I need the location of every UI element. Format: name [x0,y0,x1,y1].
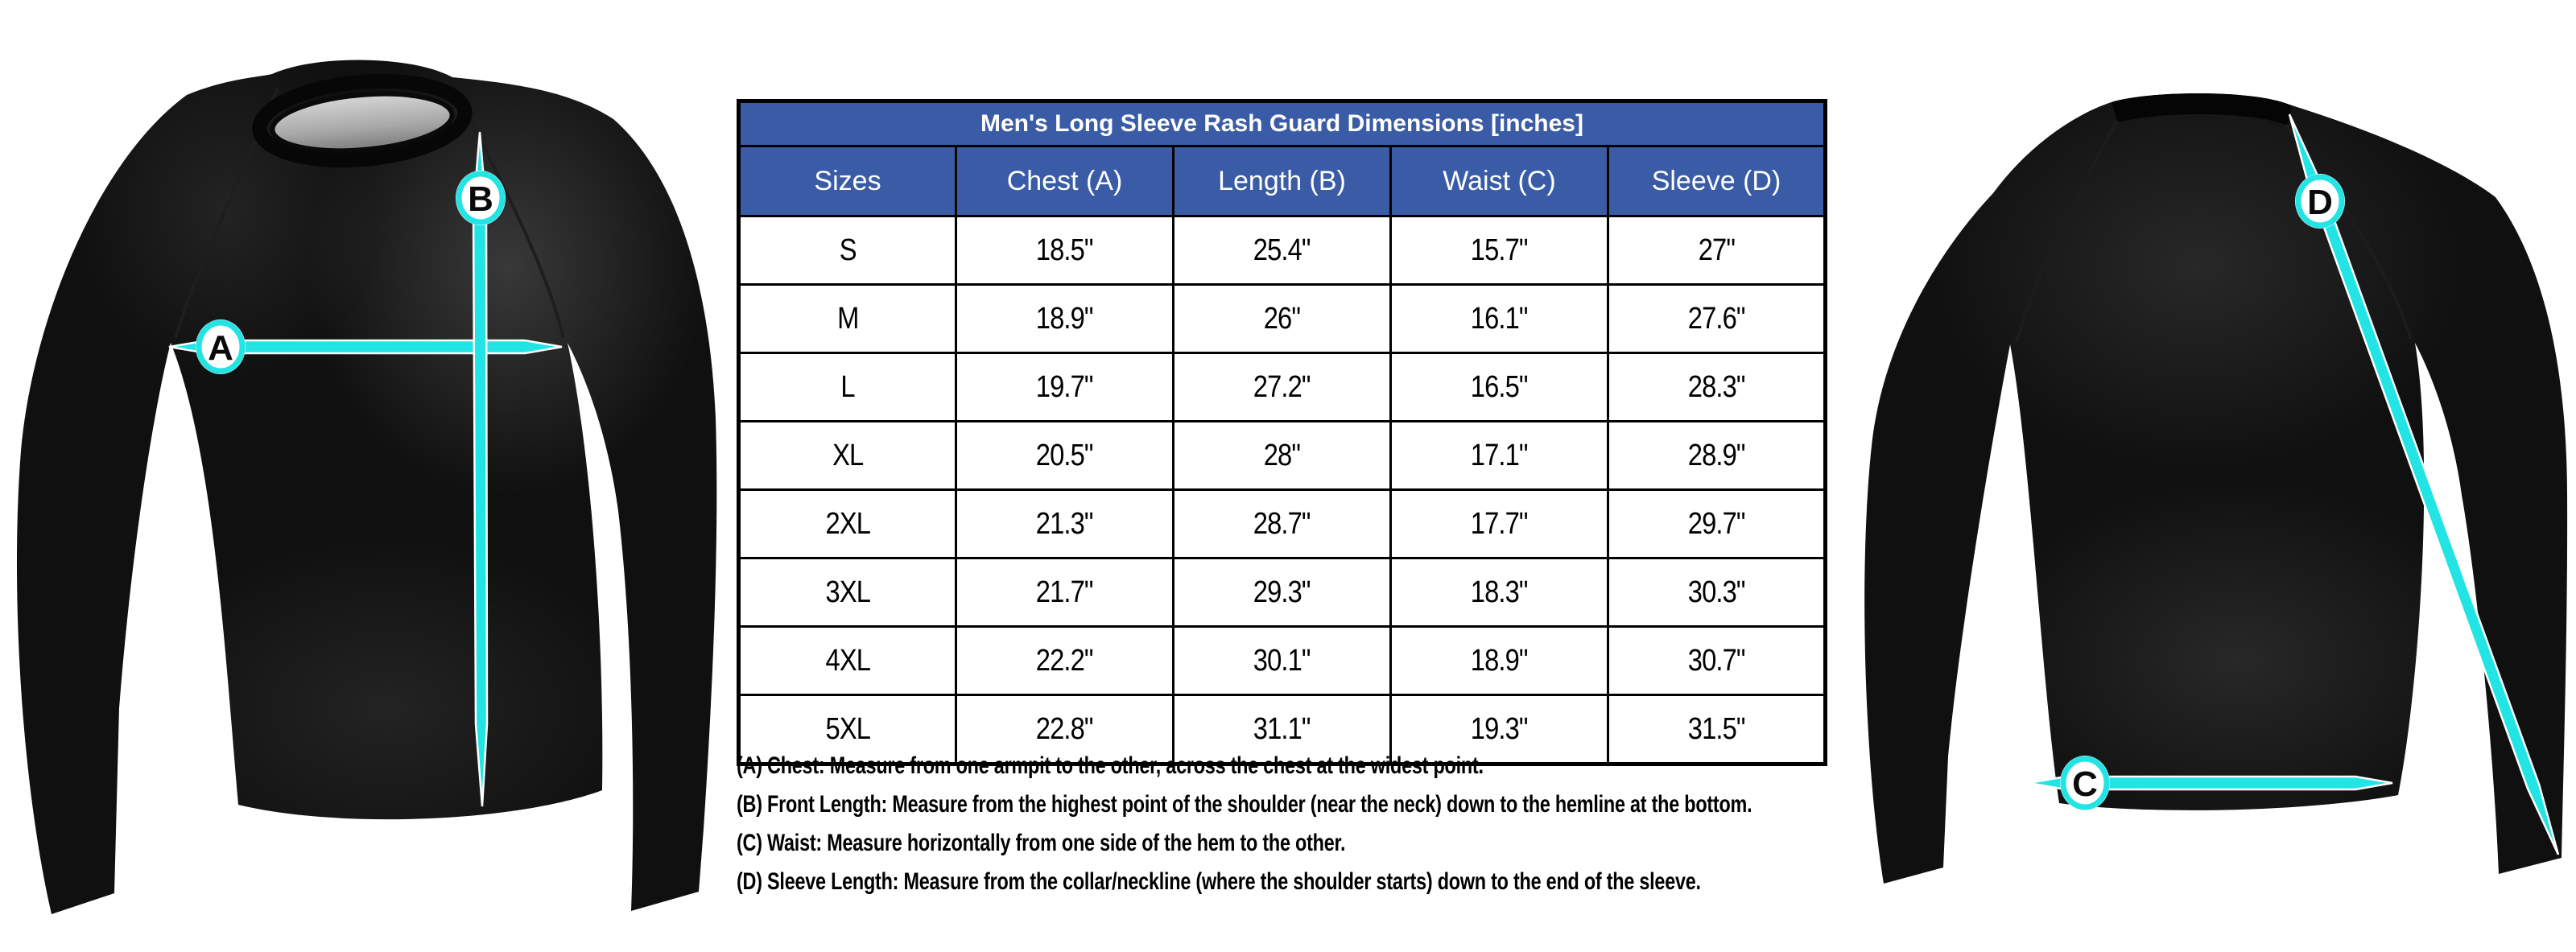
note-chest: (A) Chest: Measure from one armpit to th… [737,752,1484,779]
table-cell: 30.1" [1172,625,1392,696]
table-cell: 21.3" [955,488,1174,559]
size-cell: M [737,283,957,354]
table-cell: 28" [1172,420,1392,491]
table-cell: 18.5" [955,215,1174,286]
marker-waist: C [2060,756,2110,810]
table-cell: 25.4" [1172,215,1392,286]
table-title: Men's Long Sleeve Rash Guard Dimensions … [737,100,1827,147]
note-sleeve: (D) Sleeve Length: Measure from the coll… [737,868,1701,895]
size-cell: L [737,352,957,422]
collar-band [252,73,473,168]
table-row: 2XL 21.3" 28.7" 17.7" 29.7" [737,488,1827,559]
length-measure-line [472,131,489,807]
table-cell: 16.5" [1389,352,1609,422]
table-cell: 27" [1607,215,1827,286]
table-row: 5XL 22.8" 31.1" 19.3" 31.5" [737,694,1827,765]
size-cell: 5XL [737,694,957,765]
table-cell: 30.7" [1607,625,1827,696]
table-cell: 18.9" [955,283,1174,354]
marker-waist-letter: C [2072,764,2098,804]
table-cell: 17.7" [1389,488,1609,559]
front-shirt-illustration: A B [16,60,717,915]
table-cell: 18.3" [1389,557,1609,628]
col-header-waist: Waist (C) [1389,145,1609,217]
table-cell: 28.3" [1607,352,1827,422]
table-cell: 27.2" [1172,352,1392,422]
table-cell: 31.1" [1172,694,1392,765]
table-cell: 21.7" [955,557,1174,628]
table-row: 4XL 22.2" 30.1" 18.9" 30.7" [737,625,1827,696]
marker-sleeve: D [2295,174,2345,229]
back-shirt-shading [1924,93,2504,845]
table-row: XL 20.5" 28" 17.1" 28.9" [737,420,1827,491]
table-cell: 18.9" [1389,625,1609,696]
size-cell: 2XL [737,488,957,559]
table-row: L 19.7" 27.2" 16.5" 28.3" [737,352,1827,422]
marker-chest-letter: A [208,328,233,368]
table-cell: 29.3" [1172,557,1392,628]
table-cell: 29.7" [1607,488,1827,559]
size-table-section: Men's Long Sleeve Rash Guard Dimensions … [737,99,1827,766]
note-waist: (C) Waist: Measure horizontally from one… [737,830,1346,856]
table-row: M 18.9" 26" 16.1" 27.6" [737,283,1827,354]
table-cell: 19.7" [955,352,1174,422]
table-cell: 22.2" [955,625,1174,696]
size-cell: XL [737,420,957,491]
marker-length: B [456,171,506,225]
marker-sleeve-letter: D [2307,183,2333,222]
table-cell: 27.6" [1607,283,1827,354]
size-cell: 4XL [737,625,957,696]
table-cell: 31.5" [1607,694,1827,765]
table-cell: 28.9" [1607,420,1827,491]
table-cell: 16.1" [1389,283,1609,354]
table-cell: 17.1" [1389,420,1609,491]
col-header-sleeve: Sleeve (D) [1607,145,1827,217]
table-row: S 18.5" 25.4" 15.7" 27" [737,215,1827,286]
table-cell: 26" [1172,283,1392,354]
table-cell: 19.3" [1389,694,1609,765]
size-cell: 3XL [737,557,957,628]
table-cell: 28.7" [1172,488,1392,559]
table-cell: 30.3" [1607,557,1827,628]
table-row: 3XL 21.7" 29.3" 18.3" 30.3" [737,557,1827,628]
col-header-sizes: Sizes [737,145,957,217]
marker-length-letter: B [468,179,493,219]
marker-chest: A [196,319,246,374]
col-header-chest: Chest (A) [955,145,1174,217]
measurement-notes: (A) Chest: Measure from one armpit to th… [737,747,2038,901]
table-cell: 20.5" [955,420,1174,491]
col-header-length: Length (B) [1172,145,1392,217]
size-cell: S [737,215,957,286]
size-table: Men's Long Sleeve Rash Guard Dimensions … [737,99,1827,766]
table-cell: 15.7" [1389,215,1609,286]
collar-opening [270,91,455,154]
note-length: (B) Front Length: Measure from the highe… [737,791,1752,818]
table-cell: 22.8" [955,694,1174,765]
back-shirt-illustration: D C [1864,93,2568,884]
